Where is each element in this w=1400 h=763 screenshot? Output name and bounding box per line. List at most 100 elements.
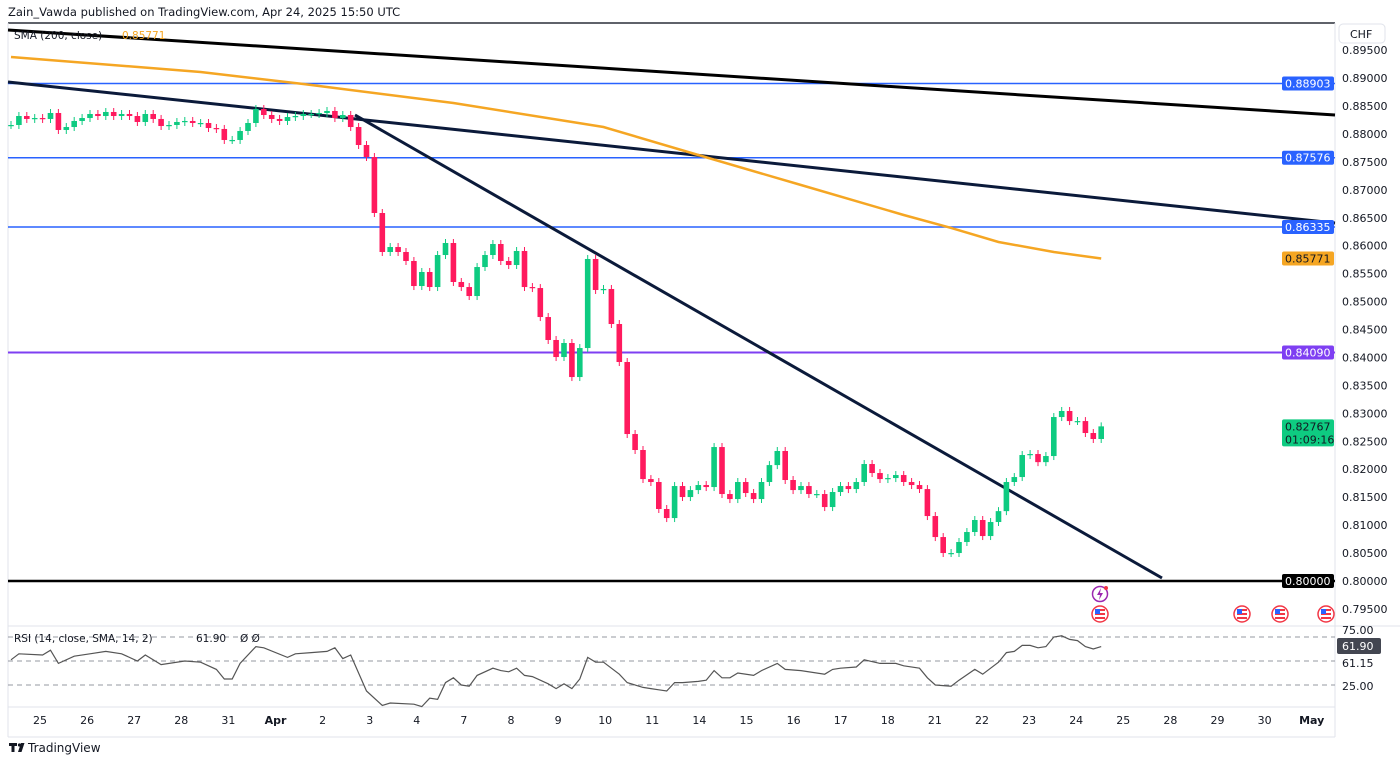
candle — [1090, 429, 1097, 443]
candle-body — [276, 118, 283, 121]
candle-body — [829, 492, 836, 508]
time-tick-label: 10 — [598, 714, 612, 727]
candle-body — [1066, 411, 1073, 422]
candle — [798, 482, 804, 495]
candle-body — [537, 288, 544, 318]
time-axis[interactable]: 25 26 27 28 31 Apr 2 3 4 7 8 9 10 11 14 15 16 17 18 21 22 23 2… — [33, 714, 1324, 727]
candle — [735, 478, 741, 504]
price-tick-label: 0.80000 — [1342, 575, 1388, 588]
time-tick-label: Apr — [265, 714, 287, 727]
candle-body — [893, 475, 899, 479]
us-economic-event-flag-icon[interactable] — [1271, 605, 1289, 623]
candle — [466, 283, 472, 301]
candle — [624, 358, 630, 439]
candle-body — [450, 243, 457, 282]
rsi-current-label: 61.90 — [1342, 640, 1374, 653]
rsi-legend-value: 61.90 — [196, 633, 226, 645]
candle-body — [1043, 456, 1049, 463]
candle — [118, 109, 125, 121]
candle — [569, 339, 575, 382]
lightning-event-icon[interactable] — [1091, 585, 1109, 603]
time-tick-label: 3 — [366, 714, 373, 727]
candle — [711, 443, 717, 492]
candle-body — [95, 113, 101, 117]
candle-body — [387, 247, 393, 252]
trendline-upper[interactable] — [7, 28, 1336, 117]
time-tick-label: 9 — [555, 714, 562, 727]
flag-canton — [1095, 609, 1100, 614]
candle-body — [584, 258, 591, 349]
currency-button[interactable] — [1338, 23, 1386, 44]
candle-body — [16, 116, 22, 126]
candle-body — [1035, 454, 1041, 463]
time-tick-label: 18 — [881, 714, 895, 727]
candle — [47, 108, 54, 123]
time-tick-label: 30 — [1258, 714, 1272, 727]
candle — [861, 460, 867, 487]
time-tick-label: 7 — [460, 714, 467, 727]
price-axis[interactable]: 0.89500 0.89000 0.88500 0.88000 0.87500 0.870… — [1342, 44, 1388, 616]
time-tick-label: 4 — [413, 714, 420, 727]
candle — [39, 114, 46, 123]
time-tick-label: 11 — [645, 714, 659, 727]
candle-body — [877, 473, 883, 480]
candle — [24, 112, 30, 123]
trendline-middle[interactable] — [7, 80, 1336, 225]
candle-body — [1027, 454, 1033, 456]
candle-body — [885, 478, 891, 480]
footer-brand: TradingView — [27, 741, 101, 755]
flag-stripe — [1321, 615, 1331, 617]
candle — [948, 549, 954, 558]
price-tick-label: 0.83500 — [1342, 379, 1388, 392]
candle — [371, 153, 378, 218]
time-tick-label: 8 — [508, 714, 515, 727]
flag-canton — [1275, 609, 1280, 614]
candle — [608, 284, 615, 329]
published-header: Zain_Vawda published on TradingView.com,… — [8, 5, 400, 19]
candle — [995, 507, 1002, 527]
time-tick-label: 2 — [319, 714, 326, 727]
price-tick-label: 0.86500 — [1342, 212, 1388, 225]
candle — [87, 109, 93, 123]
rsi-legend-label: RSI (14, close, SMA, 14, 2) — [14, 633, 153, 645]
candle — [126, 109, 133, 121]
flag-stripe — [1095, 615, 1105, 617]
bar-countdown-label: 01:09:16 — [1285, 433, 1334, 446]
candle-body — [632, 434, 638, 451]
us-economic-event-flag-icon[interactable] — [1091, 605, 1109, 623]
candle-body — [742, 482, 749, 494]
candle — [332, 106, 338, 123]
candle — [932, 512, 939, 542]
candle-body — [790, 480, 796, 491]
candle-body — [1098, 426, 1104, 439]
candle — [1098, 422, 1104, 443]
level-price-label: 0.87576 — [1285, 152, 1331, 165]
price-tick-label: 0.89500 — [1342, 44, 1388, 57]
candle-body — [648, 479, 654, 483]
sma-legend-label: SMA (200, close) — [14, 30, 102, 42]
us-economic-event-flag-icon[interactable] — [1233, 605, 1251, 623]
candle-body — [197, 122, 204, 125]
candle — [577, 344, 583, 382]
candle — [434, 251, 441, 292]
level-price-tag — [1282, 220, 1334, 235]
candle-body — [395, 247, 401, 252]
price-tick-label: 0.87500 — [1342, 156, 1388, 169]
candle — [900, 471, 907, 487]
time-tick-label: 16 — [787, 714, 801, 727]
candle-body — [466, 287, 472, 297]
trendline-descending[interactable] — [354, 113, 1163, 580]
candle — [174, 117, 180, 130]
candle-body — [845, 486, 852, 490]
candle-body — [972, 520, 978, 533]
candle — [71, 116, 77, 132]
candle-body — [758, 482, 765, 500]
candle-body — [316, 112, 322, 115]
candle-body — [987, 522, 994, 537]
price-tick-label: 0.81000 — [1342, 519, 1388, 532]
candle-body — [261, 108, 267, 116]
us-economic-event-flag-icon[interactable] — [1317, 605, 1335, 623]
time-tick-label: 28 — [174, 714, 188, 727]
candle — [987, 518, 994, 541]
